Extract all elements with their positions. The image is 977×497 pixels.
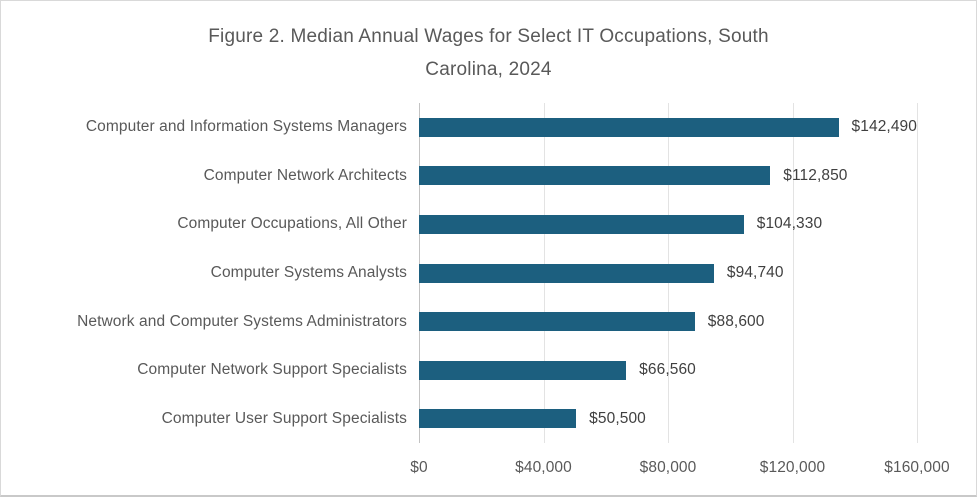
bar-track: $66,560 (419, 346, 917, 395)
value-label: $94,740 (726, 264, 784, 282)
bar-row: Network and Computer Systems Administrat… (1, 297, 976, 346)
x-axis-tick-label: $80,000 (639, 459, 697, 476)
bar-track: $50,500 (419, 394, 917, 443)
category-label: Computer Network Architects (203, 166, 407, 184)
bar-row: Computer User Support Specialists $50,500 (1, 394, 976, 443)
category-label: Computer Systems Analysts (210, 264, 407, 282)
value-label: $50,500 (589, 409, 646, 427)
bar-row: Computer and Information Systems Manager… (1, 103, 976, 152)
bar (419, 214, 744, 234)
category-label: Computer User Support Specialists (161, 409, 407, 427)
plot-area: Computer and Information Systems Manager… (1, 103, 976, 443)
bar-track: $142,490 (419, 103, 917, 152)
category-label: Computer Network Support Specialists (137, 361, 407, 379)
bar-row: Computer Systems Analysts $94,740 (1, 249, 976, 298)
chart-title-line-2: Carolina, 2024 (425, 59, 552, 80)
bar (419, 166, 771, 186)
value-label: $104,330 (756, 215, 823, 233)
x-axis-tick-label: $0 (410, 459, 428, 476)
chart-title: Figure 2. Median Annual Wages for Select… (1, 20, 976, 86)
gridline (792, 103, 794, 443)
category-label: Computer Occupations, All Other (177, 215, 407, 233)
value-label: $112,850 (783, 166, 848, 184)
bar-track: $94,740 (419, 249, 917, 298)
bar-track: $104,330 (419, 200, 917, 249)
bar (419, 117, 839, 137)
x-axis-tick-label: $160,000 (884, 459, 950, 476)
category-label: Computer and Information Systems Manager… (85, 118, 407, 136)
gridline (917, 103, 918, 443)
bar (419, 409, 577, 429)
bar (419, 312, 695, 332)
value-label: $142,490 (851, 118, 917, 136)
value-label: $66,560 (639, 361, 696, 379)
value-label: $88,600 (707, 312, 765, 330)
bar (419, 263, 714, 283)
bar (419, 360, 627, 380)
x-axis-tick-label: $120,000 (759, 459, 826, 476)
bar-track: $112,850 (419, 152, 917, 201)
bar-row: Computer Network Architects $112,850 (1, 152, 976, 201)
category-label: Network and Computer Systems Administrat… (77, 312, 407, 330)
bar-track: $88,600 (419, 297, 917, 346)
bar-rows: Computer and Information Systems Manager… (1, 103, 976, 443)
chart-title-line-1: Figure 2. Median Annual Wages for Select… (208, 26, 769, 47)
bar-row: Computer Occupations, All Other $104,330 (1, 200, 976, 249)
x-axis: $0 $40,000 $80,000 $120,000 $160,000 (410, 443, 949, 493)
x-axis-tick-label: $40,000 (515, 459, 572, 476)
bar-row: Computer Network Support Specialists $66,… (1, 346, 976, 395)
